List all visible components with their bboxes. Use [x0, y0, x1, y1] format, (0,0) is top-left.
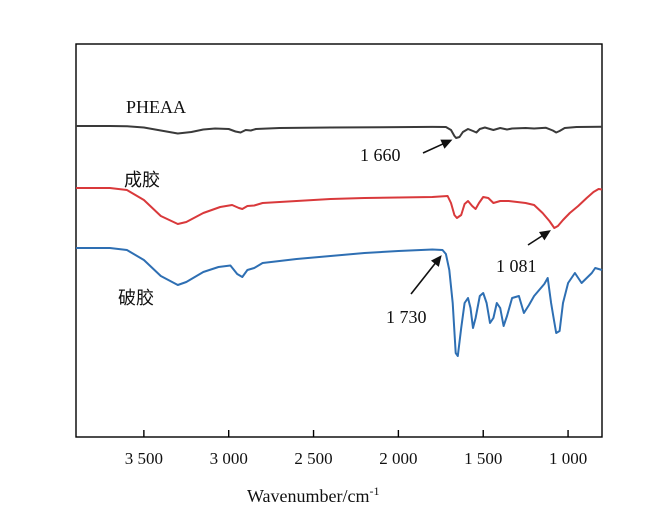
annotation-label-1081: 1 081 — [496, 256, 537, 276]
x-axis-label-superscript: -1 — [370, 484, 380, 498]
series-label-broken-gel: 破胶 — [118, 288, 154, 308]
annotation-arrow-1730 — [410, 255, 442, 295]
x-axis: 3 500 3 000 2 500 2 000 1 500 1 000 — [125, 430, 587, 468]
x-axis-label: Wavenumber/cm-1 — [247, 484, 380, 506]
series-line-broken-gel — [76, 247, 603, 357]
series-line-gel — [76, 187, 603, 229]
x-tick-label-2500: 2 500 — [294, 449, 332, 468]
plot-frame — [75, 43, 603, 438]
series-line-pheaa — [76, 125, 603, 139]
series-label-pheaa: PHEAA — [126, 97, 186, 117]
series-label-gel: 成胶 — [124, 170, 160, 190]
x-tick-label-3500: 3 500 — [125, 449, 163, 468]
annotation-label-1730: 1 730 — [386, 307, 427, 327]
x-tick-label-3000: 3 000 — [210, 449, 248, 468]
x-tick-label-1000: 1 000 — [549, 449, 587, 468]
annotation-label-1660: 1 660 — [360, 145, 401, 165]
annotation-arrow-1660 — [422, 139, 453, 154]
annotation-arrow-1081 — [527, 230, 551, 246]
x-tick-label-2000: 2 000 — [379, 449, 417, 468]
series-layer — [76, 125, 603, 357]
x-axis-label-text: Wavenumber/cm — [247, 486, 370, 506]
x-tick-label-1500: 1 500 — [464, 449, 502, 468]
